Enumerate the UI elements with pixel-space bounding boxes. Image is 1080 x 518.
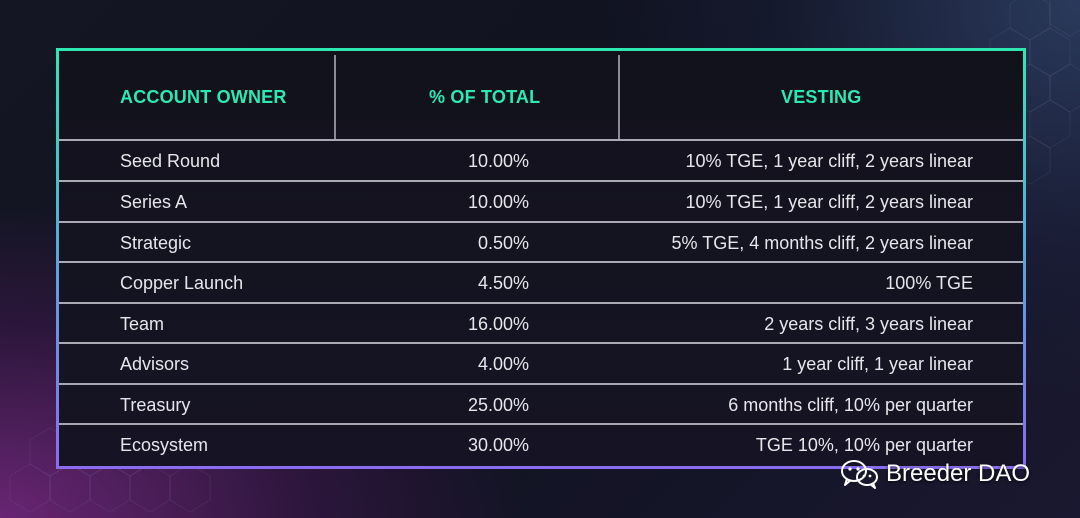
owner-cell: Team bbox=[120, 314, 165, 334]
vesting-cell: TGE 10%, 10% per quarter bbox=[755, 435, 973, 455]
owner-cell: Strategic bbox=[120, 233, 192, 253]
column-divider bbox=[618, 55, 620, 139]
percent-cell: 10.00% bbox=[467, 151, 529, 171]
row-divider bbox=[59, 261, 1023, 263]
vesting-cell: 10% TGE, 1 year cliff, 2 years linear bbox=[685, 192, 973, 212]
percent-cell: 16.00% bbox=[467, 314, 529, 334]
table-row: Series A 10.00% 10% TGE, 1 year cliff, 2… bbox=[59, 182, 1023, 222]
table-row: Treasury 25.00% 6 months cliff, 10% per … bbox=[59, 385, 1023, 425]
owner-cell: Copper Launch bbox=[120, 273, 244, 293]
table-row: Team 16.00% 2 years cliff, 3 years linea… bbox=[59, 304, 1023, 344]
owner-cell: Ecosystem bbox=[120, 435, 209, 455]
row-divider bbox=[59, 221, 1023, 223]
row-divider bbox=[59, 423, 1023, 425]
percent-cell: 0.50% bbox=[477, 233, 529, 253]
percent-cell: 10.00% bbox=[467, 192, 529, 212]
header-percent-of-total: % OF TOTAL bbox=[429, 87, 541, 107]
vesting-cell: 10% TGE, 1 year cliff, 2 years linear bbox=[685, 151, 973, 171]
row-divider bbox=[59, 180, 1023, 182]
vesting-cell: 5% TGE, 4 months cliff, 2 years linear bbox=[671, 233, 973, 253]
header-account-owner: ACCOUNT OWNER bbox=[120, 87, 287, 107]
table-row: Strategic 0.50% 5% TGE, 4 months cliff, … bbox=[59, 223, 1023, 263]
table-row: Advisors 4.00% 1 year cliff, 1 year line… bbox=[59, 344, 1023, 384]
vesting-cell: 1 year cliff, 1 year linear bbox=[782, 354, 973, 374]
vesting-cell: 2 years cliff, 3 years linear bbox=[764, 314, 973, 334]
header-vesting: VESTING bbox=[781, 87, 862, 107]
row-divider bbox=[59, 302, 1023, 304]
table-row: Ecosystem 30.00% TGE 10%, 10% per quarte… bbox=[59, 425, 1023, 465]
table-row: Seed Round 10.00% 10% TGE, 1 year cliff,… bbox=[59, 141, 1023, 181]
row-divider bbox=[59, 383, 1023, 385]
watermark: Breeder DAO bbox=[840, 459, 1030, 489]
percent-cell: 4.50% bbox=[477, 273, 529, 293]
column-divider bbox=[334, 55, 336, 139]
wechat-icon bbox=[841, 460, 878, 489]
percent-cell: 30.00% bbox=[467, 435, 529, 455]
vesting-table: ACCOUNT OWNER % OF TOTAL VESTING Seed Ro… bbox=[56, 48, 1026, 469]
vesting-cell: 100% TGE bbox=[885, 273, 973, 293]
owner-cell: Series A bbox=[120, 192, 188, 212]
row-divider bbox=[59, 342, 1023, 344]
percent-cell: 25.00% bbox=[467, 395, 529, 415]
table-row: Copper Launch 4.50% 100% TGE bbox=[59, 263, 1023, 303]
owner-cell: Seed Round bbox=[120, 151, 221, 171]
watermark-text: Breeder DAO bbox=[886, 460, 1031, 487]
owner-cell: Advisors bbox=[120, 354, 190, 374]
table-header-row: ACCOUNT OWNER % OF TOTAL VESTING bbox=[59, 51, 1023, 140]
vesting-cell: 6 months cliff, 10% per quarter bbox=[728, 395, 973, 415]
row-divider bbox=[59, 139, 1023, 141]
owner-cell: Treasury bbox=[120, 395, 191, 415]
percent-cell: 4.00% bbox=[477, 354, 529, 374]
